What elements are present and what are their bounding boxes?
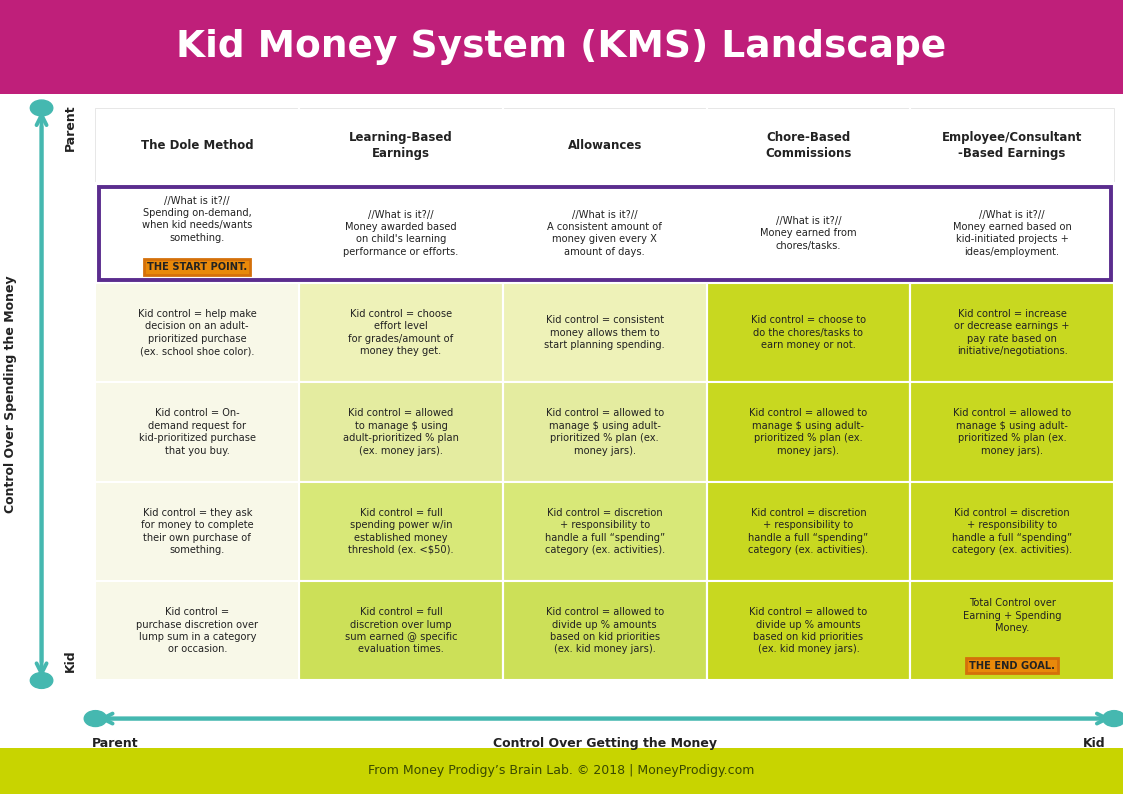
Bar: [95, 183, 299, 283]
Bar: [503, 108, 706, 183]
Text: Kid: Kid: [64, 649, 77, 672]
Bar: [706, 581, 911, 680]
Text: Kid control = allowed to
divide up % amounts
based on kid priorities
(ex. kid mo: Kid control = allowed to divide up % amo…: [546, 607, 664, 654]
Text: //What is it?//
Spending on-demand,
when kid needs/wants
something.: //What is it?// Spending on-demand, when…: [143, 195, 253, 243]
Text: THE START POINT.: THE START POINT.: [147, 262, 247, 272]
Bar: [95, 581, 299, 680]
Text: //What is it?//
A consistent amount of
money given every X
amount of days.: //What is it?// A consistent amount of m…: [547, 210, 663, 256]
Bar: [99, 187, 1111, 279]
Text: Allowances: Allowances: [567, 139, 642, 152]
Text: Kid control = consistent
money allows them to
start planning spending.: Kid control = consistent money allows th…: [545, 315, 665, 350]
Bar: [95, 108, 299, 183]
Bar: [95, 382, 299, 482]
Text: Kid control = choose to
do the chores/tasks to
earn money or not.: Kid control = choose to do the chores/ta…: [751, 315, 866, 350]
Bar: [503, 283, 706, 382]
Text: Employee/Consultant
-Based Earnings: Employee/Consultant -Based Earnings: [942, 131, 1083, 160]
Text: Kid control = discretion
+ responsibility to
handle a full “spending”
category (: Kid control = discretion + responsibilit…: [748, 507, 868, 555]
Text: Kid control = allowed
to manage $ using
adult-prioritized % plan
(ex. money jars: Kid control = allowed to manage $ using …: [344, 408, 459, 456]
Circle shape: [30, 673, 53, 688]
Bar: [0, 94, 1123, 748]
Text: //What is it?//
Money awarded based
on child's learning
performance or efforts.: //What is it?// Money awarded based on c…: [344, 210, 458, 256]
Bar: [95, 482, 299, 581]
Bar: [299, 108, 503, 183]
Bar: [503, 382, 706, 482]
Bar: [706, 482, 911, 581]
Text: Parent: Parent: [92, 738, 139, 750]
Text: Kid control = full
spending power w/in
established money
threshold (ex. <$50).: Kid control = full spending power w/in e…: [348, 507, 454, 555]
Text: //What is it?//
Money earned from
chores/tasks.: //What is it?// Money earned from chores…: [760, 216, 857, 251]
Bar: [503, 581, 706, 680]
Text: Total Control over
Earning + Spending
Money.: Total Control over Earning + Spending Mo…: [962, 599, 1061, 634]
Bar: [299, 581, 503, 680]
Bar: [299, 183, 503, 283]
Text: Kid control = they ask
for money to complete
their own purchase of
something.: Kid control = they ask for money to comp…: [141, 507, 254, 555]
Text: Kid control = discretion
+ responsibility to
handle a full “spending”
category (: Kid control = discretion + responsibilit…: [545, 507, 665, 555]
Bar: [95, 283, 299, 382]
Text: Chore-Based
Commissions: Chore-Based Commissions: [765, 131, 851, 160]
Bar: [503, 183, 706, 283]
Bar: [706, 283, 911, 382]
Bar: [0, 0, 1123, 94]
Bar: [911, 283, 1114, 382]
Text: Kid control = increase
or decrease earnings +
pay rate based on
initiative/negot: Kid control = increase or decrease earni…: [955, 309, 1070, 357]
Text: The Dole Method: The Dole Method: [141, 139, 254, 152]
Text: Kid control = allowed to
manage $ using adult-
prioritized % plan (ex.
money jar: Kid control = allowed to manage $ using …: [749, 408, 868, 456]
Bar: [299, 382, 503, 482]
Circle shape: [84, 711, 107, 727]
Text: Parent: Parent: [64, 105, 77, 151]
Bar: [706, 183, 911, 283]
Text: Control Over Spending the Money: Control Over Spending the Money: [3, 276, 17, 513]
Text: From Money Prodigy’s Brain Lab. © 2018 | MoneyProdigy.com: From Money Prodigy’s Brain Lab. © 2018 |…: [368, 765, 755, 777]
Text: //What is it?//
Money earned based on
kid-initiated projects +
ideas/employment.: //What is it?// Money earned based on ki…: [952, 210, 1071, 256]
Bar: [911, 482, 1114, 581]
Text: Control Over Getting the Money: Control Over Getting the Money: [493, 738, 716, 750]
Bar: [911, 382, 1114, 482]
Text: Learning-Based
Earnings: Learning-Based Earnings: [349, 131, 453, 160]
Text: Kid control = allowed to
manage $ using adult-
prioritized % plan (ex.
money jar: Kid control = allowed to manage $ using …: [546, 408, 664, 456]
Bar: [911, 581, 1114, 680]
Bar: [706, 108, 911, 183]
Circle shape: [1103, 711, 1123, 727]
Bar: [706, 382, 911, 482]
Bar: [299, 482, 503, 581]
Bar: [503, 482, 706, 581]
Bar: [911, 183, 1114, 283]
Text: Kid control =
purchase discretion over
lump sum in a category
or occasion.: Kid control = purchase discretion over l…: [136, 607, 258, 654]
Text: Kid: Kid: [1083, 738, 1105, 750]
Text: Kid control = On-
demand request for
kid-prioritized purchase
that you buy.: Kid control = On- demand request for kid…: [139, 408, 256, 456]
Bar: [299, 283, 503, 382]
Text: Kid control = help make
decision on an adult-
prioritized purchase
(ex. school s: Kid control = help make decision on an a…: [138, 309, 257, 357]
Circle shape: [30, 100, 53, 116]
Text: Kid control = allowed to
divide up % amounts
based on kid priorities
(ex. kid mo: Kid control = allowed to divide up % amo…: [749, 607, 868, 654]
Text: THE END GOAL.: THE END GOAL.: [969, 661, 1056, 671]
Text: Kid control = choose
effort level
for grades/amount of
money they get.: Kid control = choose effort level for gr…: [348, 309, 454, 357]
Bar: [911, 108, 1114, 183]
Text: Kid control = discretion
+ responsibility to
handle a full “spending”
category (: Kid control = discretion + responsibilit…: [952, 507, 1072, 555]
Bar: [0, 748, 1123, 794]
Text: Kid Money System (KMS) Landscape: Kid Money System (KMS) Landscape: [176, 29, 947, 65]
Text: Kid control = allowed to
manage $ using adult-
prioritized % plan (ex.
money jar: Kid control = allowed to manage $ using …: [953, 408, 1071, 456]
Text: Kid control = full
discretion over lump
sum earned @ specific
evaluation times.: Kid control = full discretion over lump …: [345, 607, 457, 654]
